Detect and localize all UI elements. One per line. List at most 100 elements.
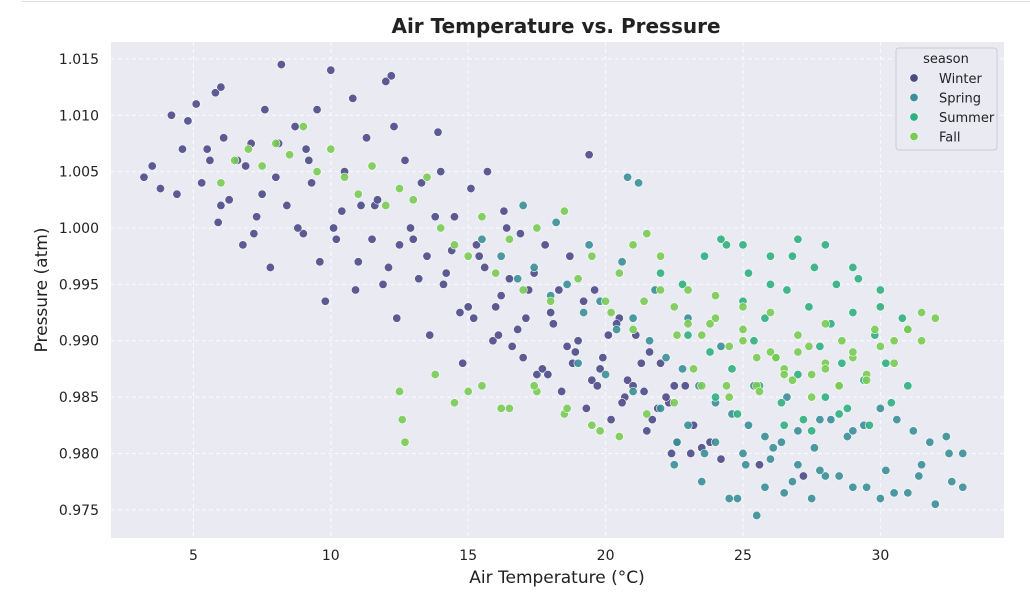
data-point: [353, 189, 363, 199]
data-point: [559, 206, 569, 216]
data-point: [496, 251, 506, 261]
data-point: [831, 279, 841, 289]
data-point: [573, 336, 583, 346]
data-point: [669, 398, 679, 408]
data-point: [381, 200, 391, 210]
data-point: [782, 392, 792, 402]
data-point: [565, 251, 575, 261]
data-point: [587, 251, 597, 261]
data-point: [820, 319, 830, 329]
data-point: [738, 336, 748, 346]
data-point: [491, 302, 501, 312]
y-tick-label: 0.980: [59, 446, 99, 462]
data-point: [889, 336, 899, 346]
data-point: [474, 251, 484, 261]
data-point: [779, 420, 789, 430]
data-point: [628, 240, 638, 250]
data-point: [373, 195, 383, 205]
data-point: [787, 375, 797, 385]
data-point: [958, 448, 968, 458]
data-point: [298, 122, 308, 132]
data-point: [944, 448, 954, 458]
data-point: [504, 274, 514, 284]
data-point: [515, 229, 525, 239]
legend-label: Summer: [939, 111, 995, 126]
data-point: [257, 161, 267, 171]
data-point: [282, 200, 292, 210]
data-point: [710, 392, 720, 402]
data-point: [743, 420, 753, 430]
data-point: [598, 353, 608, 363]
data-point: [716, 234, 726, 244]
data-point: [738, 302, 748, 312]
data-point: [917, 308, 927, 318]
data-point: [716, 454, 726, 464]
chart-title: Air Temperature vs. Pressure: [391, 14, 720, 38]
data-point: [683, 285, 693, 295]
data-point: [628, 313, 638, 323]
data-point: [903, 488, 913, 498]
data-point: [260, 105, 270, 115]
data-point: [623, 375, 633, 385]
data-point: [958, 482, 968, 492]
data-point: [793, 330, 803, 340]
data-point: [875, 285, 885, 295]
data-point: [782, 285, 792, 295]
data-point: [741, 460, 751, 470]
data-point: [408, 195, 418, 205]
data-point: [518, 200, 528, 210]
data-point: [290, 122, 300, 132]
x-tick-label: 20: [597, 548, 615, 564]
data-point: [798, 471, 808, 481]
data-point: [642, 426, 652, 436]
data-point: [834, 381, 844, 391]
data-point: [864, 420, 874, 430]
data-point: [689, 364, 699, 374]
data-point: [820, 240, 830, 250]
data-point: [875, 302, 885, 312]
data-point: [384, 262, 394, 272]
y-axis-label: Pressure (atm): [32, 228, 52, 353]
data-point: [710, 291, 720, 301]
data-point: [634, 178, 644, 188]
data-point: [881, 358, 891, 368]
data-point: [480, 262, 490, 272]
data-point: [449, 398, 459, 408]
data-point: [886, 398, 896, 408]
data-point: [367, 234, 377, 244]
x-tick-label: 15: [459, 548, 477, 564]
data-point: [925, 437, 935, 447]
data-point: [738, 240, 748, 250]
data-point: [683, 420, 693, 430]
data-point: [917, 336, 927, 346]
data-point: [628, 386, 638, 396]
data-point: [612, 324, 622, 334]
data-point: [252, 212, 262, 222]
legend-box: [895, 47, 998, 151]
data-point: [414, 274, 424, 284]
data-point: [669, 460, 679, 470]
data-point: [807, 370, 817, 380]
data-point: [438, 279, 448, 289]
data-point: [765, 279, 775, 289]
data-point: [216, 200, 226, 210]
data-point: [642, 409, 652, 419]
data-point: [779, 488, 789, 498]
x-tick-label: 30: [871, 548, 889, 564]
data-point: [477, 381, 487, 391]
data-point: [765, 454, 775, 464]
data-point: [645, 347, 655, 357]
data-point: [669, 381, 679, 391]
data-point: [548, 319, 558, 329]
data-point: [340, 172, 350, 182]
data-point: [238, 240, 248, 250]
data-point: [697, 330, 707, 340]
data-point: [405, 223, 415, 233]
data-point: [513, 274, 523, 284]
data-point: [493, 330, 503, 340]
data-point: [760, 432, 770, 442]
legend-marker: [909, 93, 919, 103]
data-point: [422, 251, 432, 261]
data-point: [386, 71, 396, 81]
data-point: [312, 167, 322, 177]
